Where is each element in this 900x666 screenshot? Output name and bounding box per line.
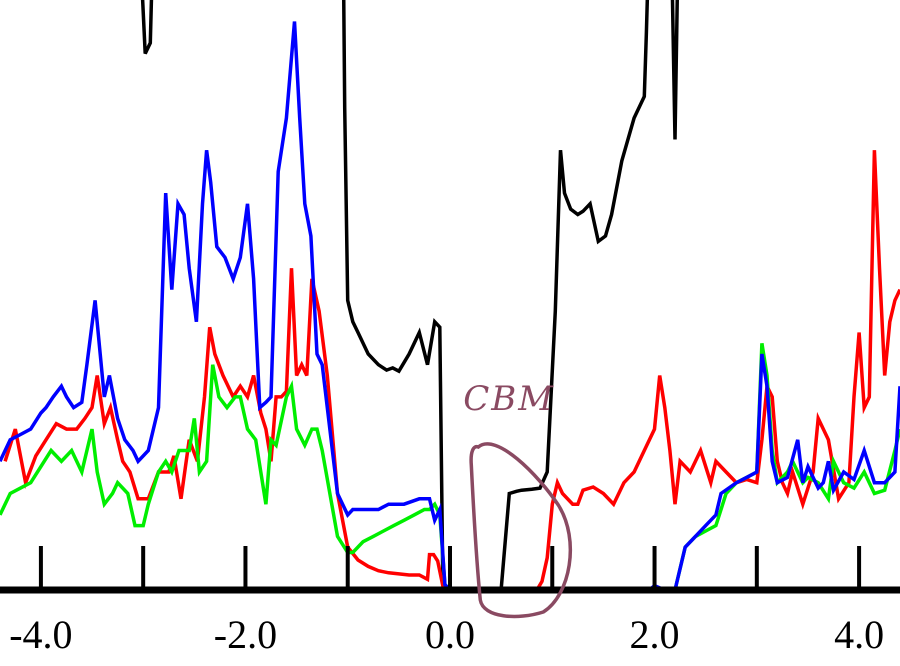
cbm-circle-annotation — [469, 442, 572, 619]
series-line-2 — [3, 150, 900, 592]
series-layer — [0, 0, 900, 592]
series-line-1 — [140, 0, 679, 592]
x-tick-label: 2.0 — [630, 612, 680, 657]
x-tick-label: 4.0 — [834, 612, 884, 657]
cbm-annotation-label: CBM — [463, 379, 555, 419]
x-axis: -4.0 -2.0 0.0 2.0 4.0 — [0, 546, 900, 657]
annotation-layer: CBM — [463, 379, 572, 619]
series-line-4 — [0, 21, 900, 592]
x-tick-label: -4.0 — [9, 612, 72, 657]
x-tick-label: -2.0 — [214, 612, 277, 657]
x-tick-label: 0.0 — [425, 612, 475, 657]
